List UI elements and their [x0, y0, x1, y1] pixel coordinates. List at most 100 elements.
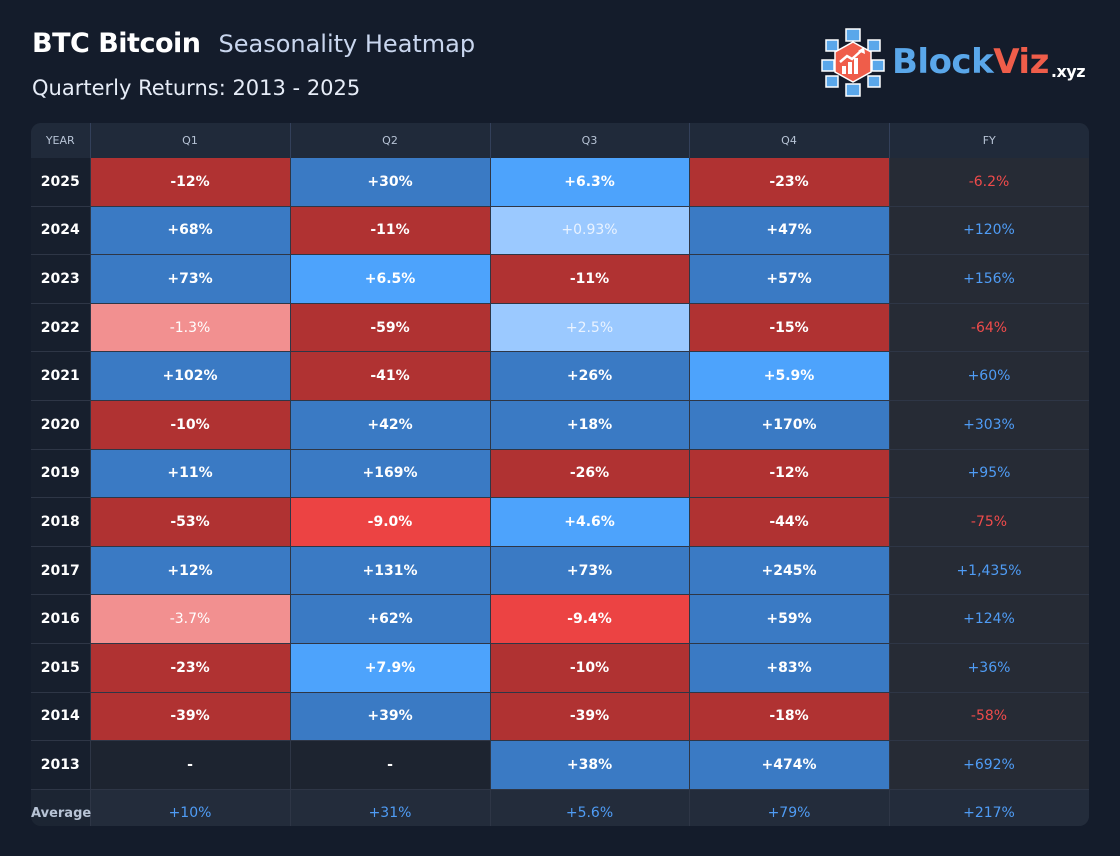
- year-cell: 2025: [31, 158, 91, 207]
- heatmap-cell-q4: -23%: [689, 158, 890, 207]
- heatmap-cell-q1: +68%: [90, 206, 291, 256]
- page-title: BTC Bitcoin: [32, 28, 201, 59]
- heatmap-cell-q2: -41%: [290, 351, 491, 401]
- fy-cell: -58%: [889, 692, 1089, 742]
- fy-cell: +60%: [889, 351, 1089, 401]
- year-cell: 2015: [31, 643, 91, 693]
- fy-cell: +303%: [889, 400, 1089, 450]
- heatmap-cell-q2: -59%: [290, 303, 491, 353]
- heatmap-cell-q4: +170%: [689, 400, 890, 450]
- heatmap-cell-q4: +59%: [689, 594, 890, 644]
- heatmap-cell-q4: -18%: [689, 692, 890, 742]
- table-row: 2019 +11% +169% -26% -12% +95%: [31, 449, 1089, 499]
- column-header-q2: Q2: [290, 123, 491, 158]
- heatmap-cell-q1: +12%: [90, 546, 291, 596]
- heatmap-cell-q3: +26%: [490, 351, 690, 401]
- table-row: 2020 -10% +42% +18% +170% +303%: [31, 400, 1089, 450]
- table-row: 2014 -39% +39% -39% -18% -58%: [31, 692, 1089, 742]
- column-header-q1: Q1: [90, 123, 291, 158]
- average-cell-q3: +5.6%: [490, 789, 690, 826]
- heatmap-cell-q2: +42%: [290, 400, 491, 450]
- heatmap-cell-q3: +2.5%: [490, 303, 690, 353]
- heatmap-cell-q3: +0.93%: [490, 206, 690, 256]
- column-header-fy: FY: [889, 123, 1089, 158]
- heatmap-cell-q2: -9.0%: [290, 497, 491, 547]
- heatmap-cell-q4: +83%: [689, 643, 890, 693]
- logo-text-suffix: .xyz: [1050, 62, 1086, 81]
- fy-cell: +120%: [889, 206, 1089, 256]
- logo-text-viz: Viz: [993, 42, 1049, 82]
- heatmap-cell-q1: -3.7%: [90, 594, 291, 644]
- average-cell-q4: +79%: [689, 789, 890, 826]
- heatmap-cell-q3: -10%: [490, 643, 690, 693]
- fy-cell: +1,435%: [889, 546, 1089, 596]
- heatmap-cell-q1: -10%: [90, 400, 291, 450]
- column-header-year: YEAR: [31, 123, 91, 158]
- fy-cell: +692%: [889, 740, 1089, 790]
- fy-cell: +95%: [889, 449, 1089, 499]
- heatmap-cell-q2: +7.9%: [290, 643, 491, 693]
- fy-cell: -6.2%: [889, 158, 1089, 207]
- heatmap-cell-q3: +38%: [490, 740, 690, 790]
- heatmap-cell-q4: -44%: [689, 497, 890, 547]
- heatmap-cell-q4: +47%: [689, 206, 890, 256]
- year-cell: 2021: [31, 351, 91, 401]
- fy-cell: +156%: [889, 254, 1089, 304]
- table-row: 2022 -1.3% -59% +2.5% -15% -64%: [31, 303, 1089, 353]
- heatmap-cell-q1: -12%: [90, 158, 291, 207]
- logo-wordmark: BlockViz .xyz: [892, 42, 1086, 82]
- average-cell-q1: +10%: [90, 789, 291, 826]
- page-subtitle: Seasonality Heatmap: [218, 30, 476, 58]
- heatmap-cell-q2: +62%: [290, 594, 491, 644]
- heatmap-cell-q1: -23%: [90, 643, 291, 693]
- table-row: 2016 -3.7% +62% -9.4% +59% +124%: [31, 594, 1089, 644]
- heatmap-cell-q2: +39%: [290, 692, 491, 742]
- heatmap-cell-q2: +6.5%: [290, 254, 491, 304]
- average-row: Average +10% +31% +5.6% +79% +217%: [31, 789, 1089, 826]
- period-label: Quarterly Returns: 2013 - 2025: [32, 76, 361, 100]
- heatmap-cell-q2: +30%: [290, 158, 491, 207]
- heatmap-cell-q1: -: [90, 740, 291, 790]
- heatmap-cell-q3: +6.3%: [490, 158, 690, 207]
- fy-cell: +36%: [889, 643, 1089, 693]
- average-cell-q2: +31%: [290, 789, 491, 826]
- heatmap-cell-q4: -12%: [689, 449, 890, 499]
- heatmap-cell-q3: -9.4%: [490, 594, 690, 644]
- heatmap-cell-q1: +11%: [90, 449, 291, 499]
- heatmap-cell-q1: +73%: [90, 254, 291, 304]
- average-label: Average: [31, 789, 91, 826]
- heatmap-cell-q1: -1.3%: [90, 303, 291, 353]
- heatmap-cell-q2: -: [290, 740, 491, 790]
- header-row: YEAR Q1 Q2 Q3 Q4 FY: [31, 123, 1089, 158]
- heatmap-cell-q4: +474%: [689, 740, 890, 790]
- year-cell: 2016: [31, 594, 91, 644]
- heatmap-cell-q3: -39%: [490, 692, 690, 742]
- heatmap-cell-q2: -11%: [290, 206, 491, 256]
- heatmap-cell-q4: +57%: [689, 254, 890, 304]
- table-row: 2017 +12% +131% +73% +245% +1,435%: [31, 546, 1089, 596]
- table-row: 2021 +102% -41% +26% +5.9% +60%: [31, 351, 1089, 401]
- heatmap-cell-q4: -15%: [689, 303, 890, 353]
- column-header-q3: Q3: [490, 123, 690, 158]
- heatmap-cell-q3: +4.6%: [490, 497, 690, 547]
- blockviz-logo: BlockViz .xyz: [820, 26, 1086, 98]
- table-row: 2023 +73% +6.5% -11% +57% +156%: [31, 254, 1089, 304]
- year-cell: 2017: [31, 546, 91, 596]
- heatmap-cell-q1: +102%: [90, 351, 291, 401]
- logo-text-block: Block: [892, 42, 994, 82]
- fy-cell: -64%: [889, 303, 1089, 353]
- heatmap-cell-q1: -39%: [90, 692, 291, 742]
- heatmap-cell-q3: +18%: [490, 400, 690, 450]
- table-row: 2024 +68% -11% +0.93% +47% +120%: [31, 206, 1089, 256]
- heatmap-body: 2025 -12% +30% +6.3% -23% -6.2% 2024 +68% -11% +0…: [31, 158, 1089, 826]
- table-row: 2013- - +38% +474% +692%: [31, 740, 1089, 790]
- heatmap-cell-q1: -53%: [90, 497, 291, 547]
- blockviz-logo-icon: [821, 28, 885, 97]
- fy-cell: -75%: [889, 497, 1089, 547]
- year-cell: 2019: [31, 449, 91, 499]
- title-row: BTC Bitcoin Seasonality Heatmap: [32, 28, 475, 59]
- heatmap-cell-q3: +73%: [490, 546, 690, 596]
- average-cell-fy: +217%: [889, 789, 1089, 826]
- year-cell: 2020: [31, 400, 91, 450]
- column-header-q4: Q4: [689, 123, 890, 158]
